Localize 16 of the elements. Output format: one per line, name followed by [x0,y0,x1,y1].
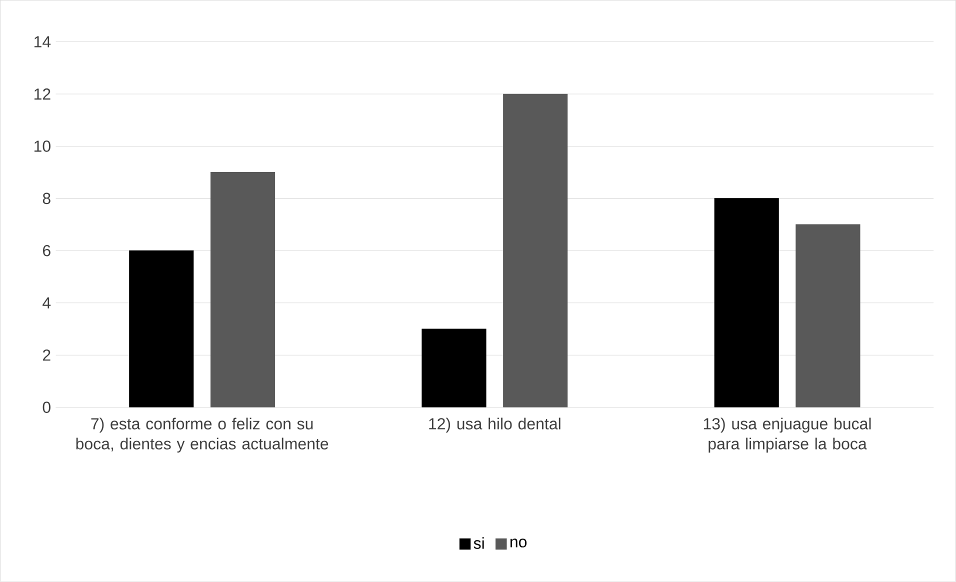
bar [503,94,568,408]
x-tick-label: 7) esta conforme o feliz con su boca, dientes y encias actualmente [76,418,328,453]
legend-label: no [510,538,527,548]
x-tick-label: 13) usa enjuague bucal para limpiarse la boca [704,418,871,453]
y-tick-label: 12 [34,88,50,100]
y-tick-label: 6 [43,245,50,256]
y-tick-label: 0 [42,402,50,414]
legend-label: si [474,537,484,550]
bar [796,224,860,408]
y-tick-label: 4 [42,297,51,308]
y-tick-label: 10 [34,140,50,152]
x-tick-label: 12) usa hilo dental [429,418,560,433]
y-tick-label: 8 [42,192,50,204]
y-tick-label: 2 [42,350,50,361]
bar [210,172,276,408]
y-tick-label: 14 [34,36,51,48]
